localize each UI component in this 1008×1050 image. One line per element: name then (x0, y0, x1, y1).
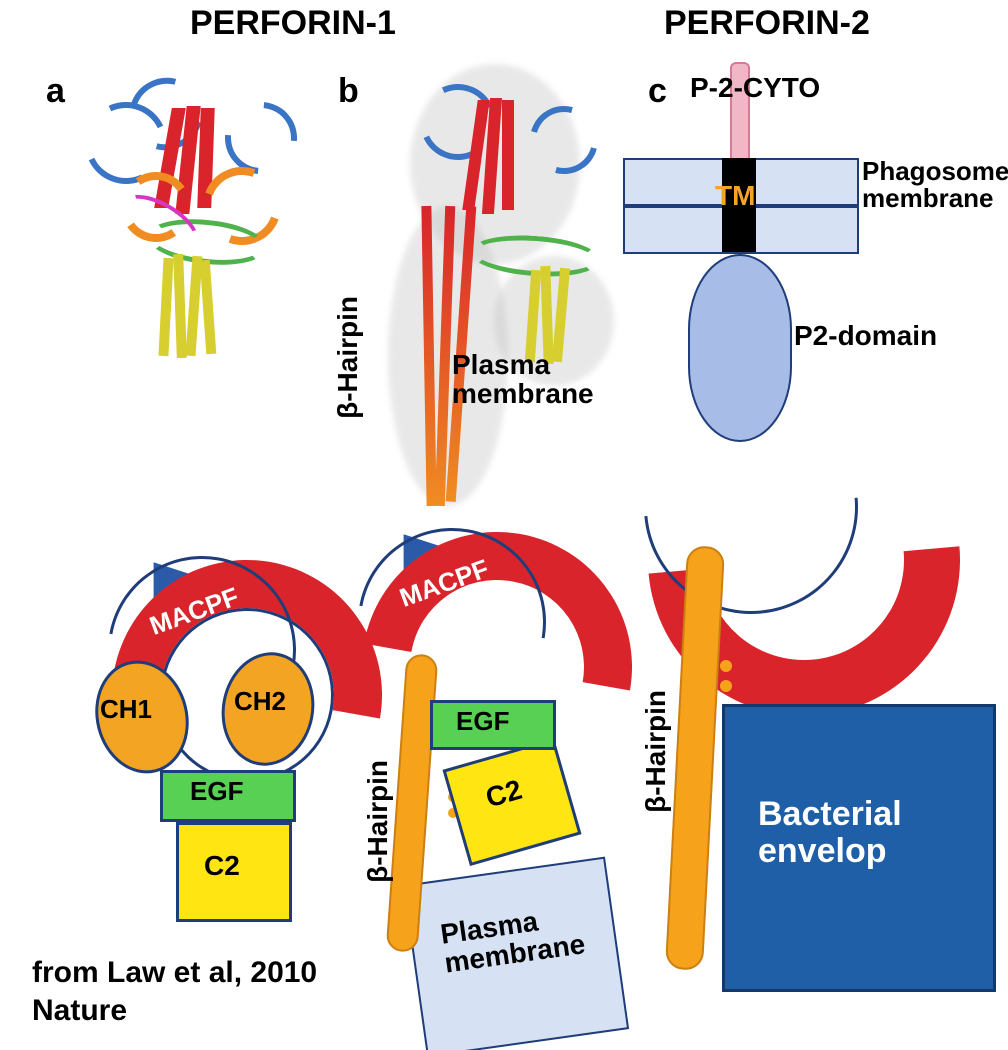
lipid-dot-icon (720, 660, 732, 672)
ch2-label: CH2 (234, 686, 286, 717)
bact-word1: Bacterial (758, 795, 902, 833)
phagosome-membrane-label: Phagosome membrane (862, 158, 1002, 213)
beta-strand-icon (502, 100, 514, 210)
bact-word2: envelop (758, 832, 886, 870)
panel-b-ribbon (360, 56, 624, 516)
beta-hairpin-label-b: β-Hairpin (362, 760, 394, 883)
panel-a-ribbon (85, 72, 315, 372)
panel-c-letter: c (648, 72, 667, 111)
lipid-dot-icon (720, 680, 732, 692)
panel-b-letter: b (338, 72, 359, 111)
phagosome-word2: membrane (862, 183, 994, 213)
beta-hairpin-label-c: β-Hairpin (640, 690, 672, 813)
plasma-membrane-text: Plasmamembrane (452, 349, 594, 409)
title-perforin-1: PERFORIN-1 (190, 4, 396, 43)
macpf-label-c: MACPF (700, 468, 800, 500)
citation-line2: Nature (32, 994, 127, 1028)
title-perforin-2: PERFORIN-2 (664, 4, 870, 43)
p2-cyto-label: P-2-CYTO (690, 72, 820, 104)
egf-label: EGF (190, 776, 243, 807)
p2-domain-label: P2-domain (794, 320, 937, 352)
beta-strand-icon (200, 260, 217, 354)
c2-label: C2 (204, 850, 240, 882)
ch1-label: CH1 (100, 694, 152, 725)
beta-strand-icon (158, 258, 173, 356)
bacterial-envelop-label: Bacterial envelop (758, 796, 902, 871)
phagosome-word1: Phagosome (862, 156, 1008, 186)
citation-line1: from Law et al, 2010 (32, 956, 317, 990)
beta-strand-icon (173, 254, 187, 358)
tm-label: TM (715, 180, 755, 212)
plasma-membrane-label: Plasmamembrane (452, 350, 594, 409)
beta-hairpin-label: β-Hairpin (332, 296, 364, 419)
panel-a-letter: a (46, 72, 65, 111)
